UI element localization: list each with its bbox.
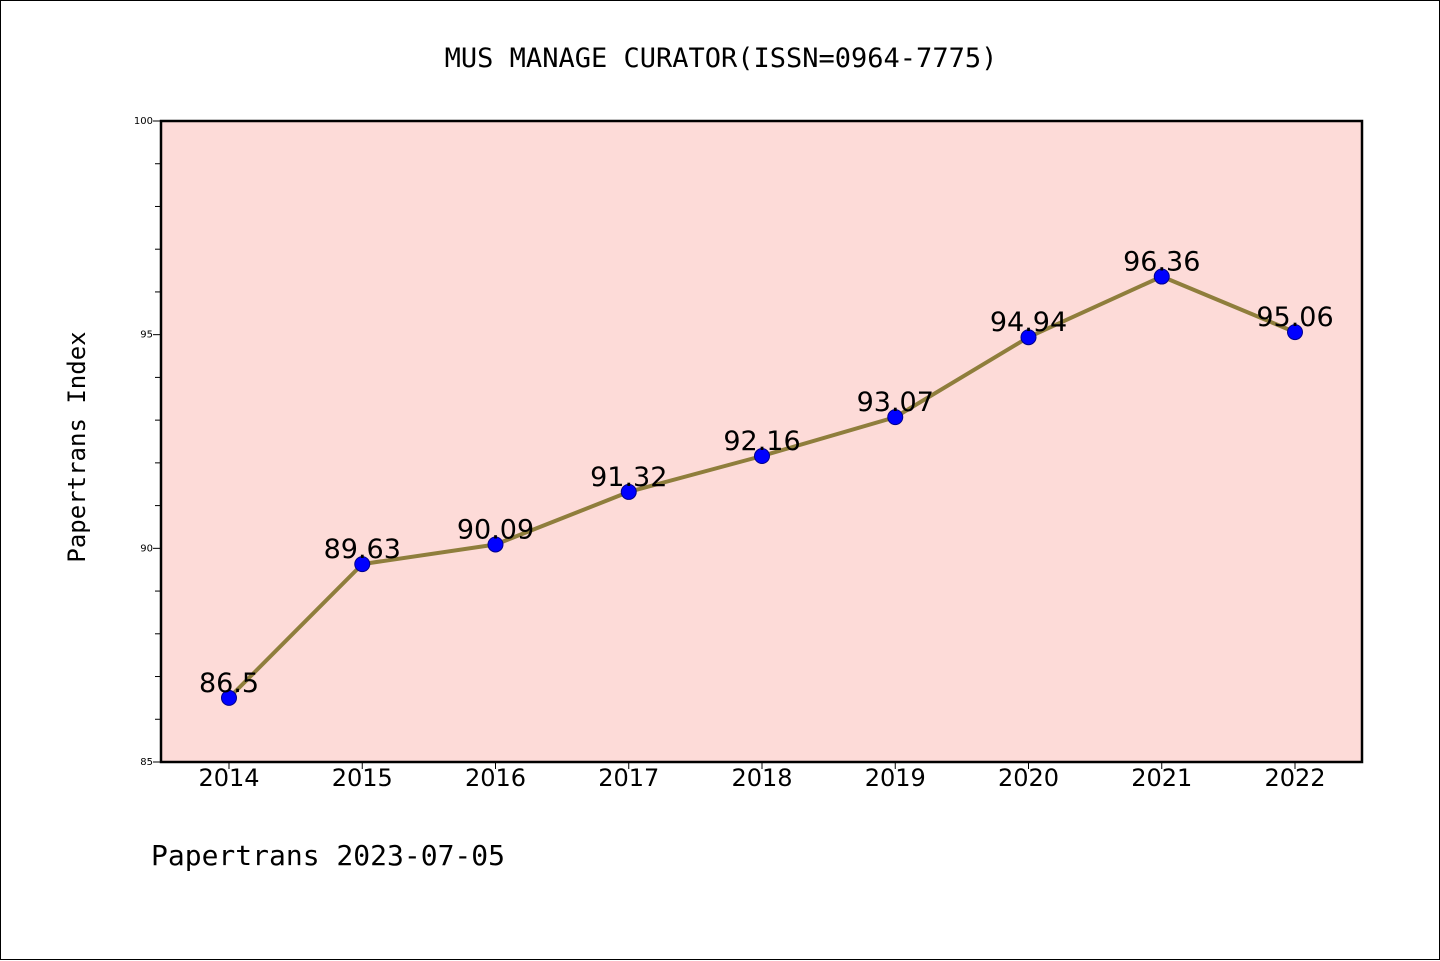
x-tick-label: 2014 [198, 764, 259, 792]
data-point-marker [487, 536, 504, 553]
data-value-label: 95.06 [1256, 302, 1333, 333]
data-value-label: 94.94 [990, 307, 1067, 338]
y-tick-label: 95 [140, 330, 153, 341]
data-value-label: 93.07 [857, 387, 934, 418]
data-point-marker [221, 689, 237, 706]
x-tick-labels: 2014 2015 2016 2017 2018 2019 2020 2021 2022 [198, 764, 1325, 792]
x-tick-label: 2021 [1131, 764, 1192, 792]
footer-date: Papertrans 2023-07-05 [151, 839, 505, 872]
data-point-marker [620, 483, 637, 500]
y-tick-labels: 85 90 95 100 [134, 116, 153, 768]
axis-ticks [153, 120, 1296, 769]
x-tick-label: 2015 [332, 764, 393, 792]
x-tick-label: 2016 [465, 764, 526, 792]
data-point-marker [354, 556, 371, 573]
data-point-marker [1287, 324, 1303, 341]
data-point-marker [1020, 329, 1037, 346]
y-tick-label: 90 [140, 543, 153, 554]
x-tick-label: 2019 [865, 764, 926, 792]
plot-area [159, 119, 1364, 764]
chart-title: MUS MANAGE CURATOR(ISSN=0964-7775) [445, 43, 998, 74]
y-tick-label: 85 [140, 757, 153, 768]
data-value-label: 86.5 [199, 668, 259, 699]
marker-layer [221, 268, 1303, 706]
data-point-marker [1153, 268, 1170, 285]
data-value-label: 89.63 [324, 534, 401, 565]
x-tick-label: 2017 [598, 764, 659, 792]
y-axis-label: Papertrans Index [63, 331, 91, 562]
data-value-label: 96.36 [1123, 247, 1200, 278]
data-point-marker [754, 448, 770, 465]
data-point-marker [887, 409, 904, 426]
data-value-label: 92.16 [723, 426, 800, 457]
x-tick-label: 2022 [1264, 764, 1325, 792]
x-tick-label: 2018 [731, 764, 792, 792]
data-value-label: 90.09 [457, 514, 534, 545]
y-tick-label: 100 [134, 116, 153, 127]
data-value-label: 91.32 [590, 462, 667, 493]
x-tick-label: 2020 [998, 764, 1059, 792]
data-label-layer: 86.5 89.63 90.09 91.32 92.16 93.07 94.94 96.36 9… [199, 247, 1334, 699]
